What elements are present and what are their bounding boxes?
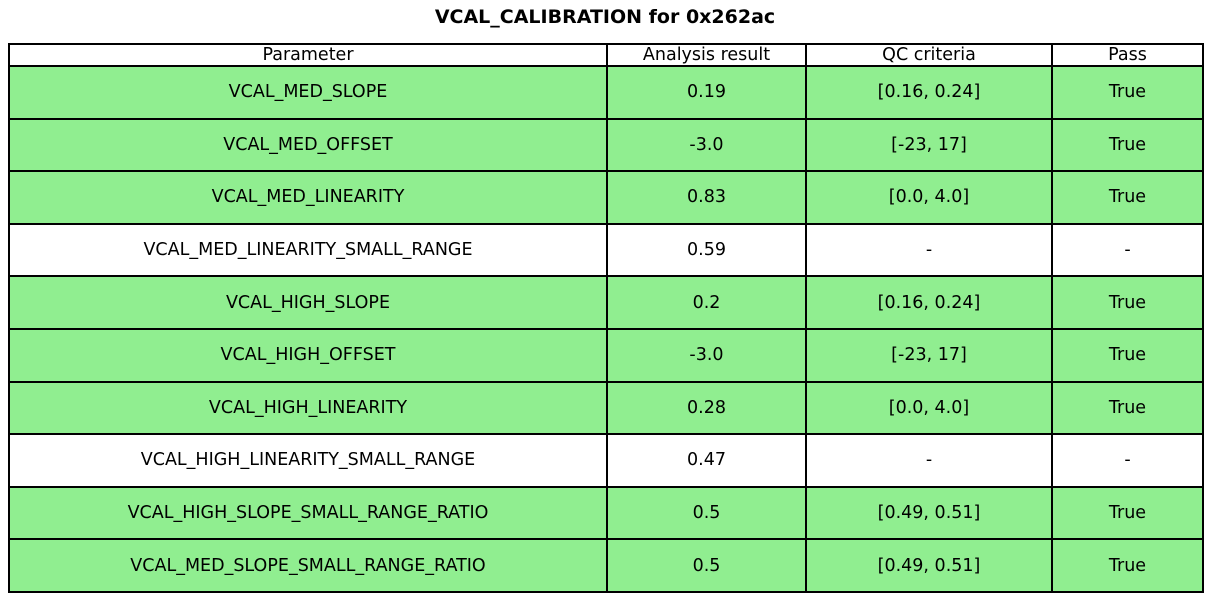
table-row: VCAL_MED_LINEARITY_SMALL_RANGE 0.59- -	[8, 222, 1204, 278]
table-row: VCAL_MED_SLOPE 0.19 [0.16, 0.24] True	[8, 65, 1204, 120]
cell-result: 0.83	[606, 170, 807, 225]
cell-result: 0.5	[606, 538, 807, 593]
cell-criteria: [-23, 17]	[805, 327, 1053, 383]
table-row: VCAL_HIGH_OFFSET -3.0 [-23, 17] True	[8, 327, 1204, 383]
cell-parameter: VCAL_MED_SLOPE_SMALL_RANGE_RATIO	[8, 538, 608, 593]
qc-table: Parameter Analysis result QC criteria Pa…	[8, 43, 1204, 593]
cell-parameter: VCAL_HIGH_LINEARITY	[8, 380, 608, 436]
col-header-parameter: Parameter	[8, 43, 608, 67]
cell-parameter: VCAL_HIGH_LINEARITY_SMALL_RANGE	[8, 433, 608, 488]
cell-result: -3.0	[606, 117, 807, 173]
table-row: VCAL_HIGH_SLOPE_SMALL_RANGE_RATIO 0.5 [0.4…	[8, 485, 1204, 541]
table-row: VCAL_HIGH_LINEARITY 0.28 [0.0, 4.0] True	[8, 380, 1204, 436]
cell-result: 0.47	[606, 433, 807, 488]
table-row: VCAL_MED_SLOPE_SMALL_RANGE_RATIO 0.5 [0.49…	[8, 538, 1204, 593]
cell-parameter: VCAL_MED_SLOPE	[8, 65, 608, 120]
cell-pass: True	[1051, 117, 1204, 173]
cell-criteria: -	[805, 433, 1053, 488]
cell-result: -3.0	[606, 327, 807, 383]
cell-result: 0.19	[606, 65, 807, 120]
cell-result: 0.28	[606, 380, 807, 436]
cell-pass: True	[1051, 380, 1204, 436]
col-header-pass: Pass	[1051, 43, 1204, 67]
cell-result: 0.59	[606, 222, 807, 278]
cell-criteria: [0.49, 0.51]	[805, 538, 1053, 593]
col-header-qc-criteria: QC criteria	[805, 43, 1053, 67]
cell-criteria: [0.16, 0.24]	[805, 275, 1053, 330]
cell-parameter: VCAL_HIGH_SLOPE_SMALL_RANGE_RATIO	[8, 485, 608, 541]
table-row: VCAL_MED_OFFSET -3.0 [-23, 17] True	[8, 117, 1204, 173]
cell-pass: True	[1051, 327, 1204, 383]
cell-parameter: VCAL_MED_OFFSET	[8, 117, 608, 173]
cell-result: 0.2	[606, 275, 807, 330]
table-row: VCAL_HIGH_SLOPE 0.2 [0.16, 0.24] True	[8, 275, 1204, 330]
cell-criteria: [-23, 17]	[805, 117, 1053, 173]
table-body: VCAL_MED_SLOPE 0.19 [0.16, 0.24] True VCAL_M…	[8, 65, 1204, 593]
table-row: VCAL_MED_LINEARITY 0.83 [0.0, 4.0] True	[8, 170, 1204, 225]
cell-criteria: [0.0, 4.0]	[805, 380, 1053, 436]
cell-criteria: -	[805, 222, 1053, 278]
cell-pass: True	[1051, 538, 1204, 593]
cell-parameter: VCAL_HIGH_SLOPE	[8, 275, 608, 330]
cell-pass: -	[1051, 433, 1204, 488]
cell-criteria: [0.16, 0.24]	[805, 65, 1053, 120]
figure-title: VCAL_CALIBRATION for 0x262ac	[434, 6, 776, 28]
cell-pass: True	[1051, 170, 1204, 225]
cell-pass: True	[1051, 65, 1204, 120]
cell-parameter: VCAL_HIGH_OFFSET	[8, 327, 608, 383]
cell-pass: True	[1051, 275, 1204, 330]
cell-pass: True	[1051, 485, 1204, 541]
cell-result: 0.5	[606, 485, 807, 541]
cell-pass: -	[1051, 222, 1204, 278]
table-row: VCAL_HIGH_LINEARITY_SMALL_RANGE 0.47- -	[8, 433, 1204, 488]
cell-parameter: VCAL_MED_LINEARITY	[8, 170, 608, 225]
header-row: Parameter Analysis result QC criteria Pa…	[8, 43, 1204, 67]
cell-criteria: [0.0, 4.0]	[805, 170, 1053, 225]
cell-parameter: VCAL_MED_LINEARITY_SMALL_RANGE	[8, 222, 608, 278]
cell-criteria: [0.49, 0.51]	[805, 485, 1053, 541]
col-header-analysis-result: Analysis result	[606, 43, 807, 67]
